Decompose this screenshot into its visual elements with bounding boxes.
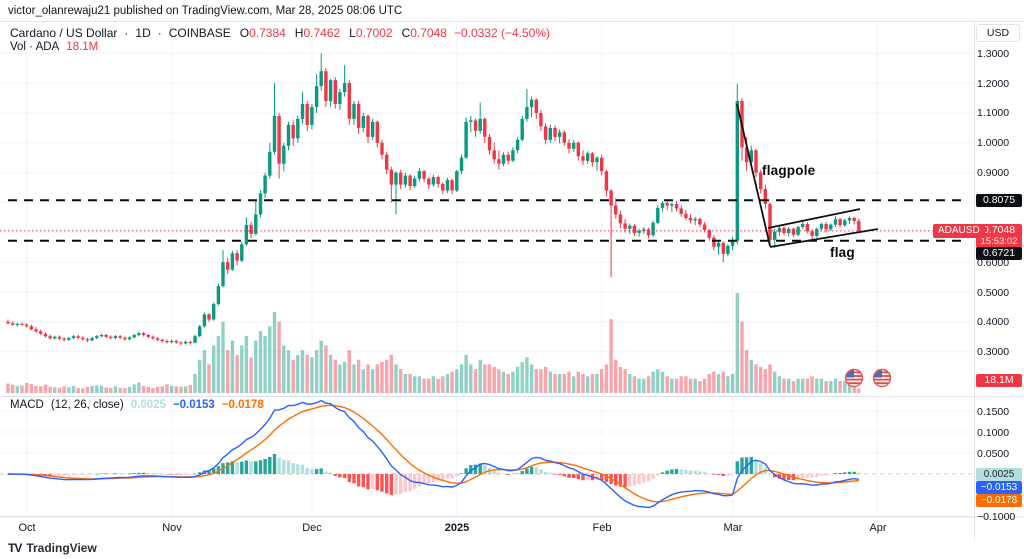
tradingview-logo-icon: TV	[8, 541, 22, 555]
legend-separator: ·	[124, 26, 129, 40]
change-value: −0.0332 (−4.50%)	[453, 26, 551, 40]
us-flag-icon[interactable]	[844, 368, 864, 388]
bar-countdown: 15:53:02	[980, 236, 1018, 247]
us-flag-icon[interactable]	[872, 368, 892, 388]
symbol-legend[interactable]: Cardano / US Dollar · 1D · COINBASE O0.7…	[10, 26, 550, 40]
time-axis-label: Apr	[869, 522, 887, 534]
interval-label[interactable]: 1D	[135, 26, 151, 40]
current-price-value: 0.7048	[982, 224, 1016, 236]
price-axis-tick: 0.3000	[977, 346, 1010, 358]
macd-params: (12, 26, close)	[50, 399, 124, 411]
ohlc-close: C0.7048	[401, 26, 447, 40]
macd-hist-value: 0.0025	[130, 399, 166, 411]
price-axis-tick: 1.0000	[977, 137, 1010, 149]
price-axis-tick: 1.1000	[977, 107, 1010, 119]
volume-study-title: Vol · ADA	[10, 41, 60, 53]
upper-level-badge: 0.8075	[976, 194, 1022, 207]
ohlc-high: H0.7462	[294, 26, 341, 40]
symbol-price-label: ADAUSD	[933, 224, 985, 238]
time-axis-label: Oct	[18, 522, 36, 534]
macd-axis-tick: 0.0500	[977, 448, 1010, 460]
macd-line-value: −0.0153	[172, 399, 215, 411]
time-axis-label: 2025	[444, 522, 470, 534]
flagpole-annotation-label[interactable]: flagpole	[762, 163, 816, 178]
macd-study-title: MACD	[10, 399, 44, 411]
lower-level-badge: 0.6721	[976, 247, 1022, 260]
ohlc-open: O0.7384	[239, 26, 286, 40]
volume-badge: 18.1M	[976, 374, 1022, 387]
macd-axis-tick: −0.1000	[977, 511, 1016, 523]
macd-axis-tick: 0.1500	[977, 406, 1010, 418]
macd-signal-value: −0.0178	[221, 399, 264, 411]
currency-toggle[interactable]: USD	[976, 24, 1020, 42]
time-axis-label: Nov	[162, 522, 182, 534]
exchange-label: COINBASE	[168, 26, 231, 40]
volume-legend[interactable]: Vol · ADA 18.1M	[10, 41, 98, 53]
tradingview-logo-text: TradingView	[26, 541, 97, 555]
ohlc-low: L0.7002	[349, 26, 393, 40]
price-axis-tick: 0.6000	[977, 257, 1010, 269]
tradingview-logo[interactable]: TV TradingView	[8, 541, 97, 555]
price-axis-tick: 0.5000	[977, 287, 1010, 299]
macd-signal-badge: −0.0178	[976, 494, 1022, 507]
attribution-text: victor_olanrewaju21 published on Trading…	[8, 5, 403, 17]
macd-hist-badge: 0.0025	[976, 468, 1022, 481]
macd-legend[interactable]: MACD (12, 26, close) 0.0025 −0.0153 −0.0…	[10, 399, 264, 411]
time-axis-label: Dec	[302, 522, 322, 534]
legend-separator: ·	[157, 26, 162, 40]
price-axis-tick: 1.3000	[977, 48, 1010, 60]
price-axis-tick: 0.9000	[977, 167, 1010, 179]
volume-current-value: 18.1M	[66, 41, 99, 53]
time-axis-label: Feb	[592, 522, 612, 534]
macd-axis-tick: 0.1000	[977, 427, 1010, 439]
symbol-title: Cardano / US Dollar	[10, 26, 118, 40]
flag-annotation-label[interactable]: flag	[830, 245, 855, 260]
macd-line-badge: −0.0153	[976, 481, 1022, 494]
price-axis-tick: 1.2000	[977, 78, 1010, 90]
price-axis-tick: 0.4000	[977, 316, 1010, 328]
time-axis-label: Mar	[723, 522, 743, 534]
